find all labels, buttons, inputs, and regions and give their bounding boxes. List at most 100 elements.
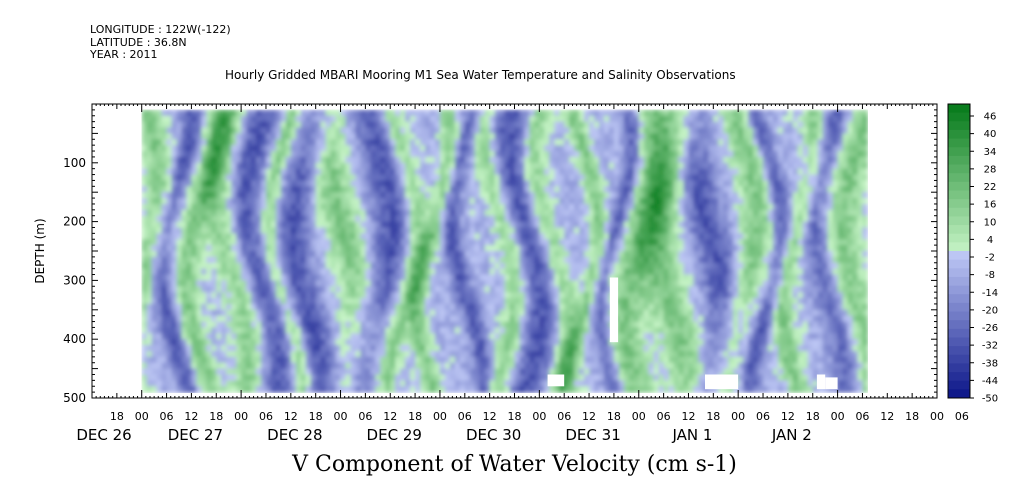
heatmap-cell (589, 286, 595, 293)
heatmap-cell (146, 298, 153, 305)
heatmap-cell (146, 239, 153, 246)
heatmap-cell (494, 145, 501, 152)
heatmap-cell (589, 239, 595, 246)
heatmap-cell (484, 351, 491, 358)
heatmap-cell (350, 180, 357, 187)
heatmap-cell (280, 127, 287, 134)
heatmap-cell (574, 386, 580, 393)
heatmap-cell (559, 192, 565, 199)
heatmap-cell (554, 192, 560, 199)
heatmap-cell (295, 321, 302, 329)
heatmap-cell (489, 345, 496, 352)
heatmap-cell (628, 292, 635, 299)
heatmap-cell (435, 127, 441, 134)
heatmap-cell (589, 362, 595, 370)
heatmap-cell (171, 262, 178, 270)
heatmap-cell (310, 245, 317, 252)
heatmap-cell (444, 362, 451, 370)
heatmap-cell (370, 133, 376, 140)
heatmap-cell (415, 209, 421, 217)
heatmap-cell (509, 351, 516, 358)
heatmap-cell (385, 345, 391, 352)
heatmap-cell (618, 321, 625, 329)
heatmap-cell (206, 192, 212, 199)
heatmap-cell (430, 145, 436, 152)
heatmap-cell (564, 133, 570, 140)
heatmap-cell (161, 186, 168, 193)
heatmap-cell (216, 256, 222, 264)
heatmap-cell (604, 251, 610, 258)
heatmap-cell (400, 121, 406, 129)
heatmap-cell (231, 133, 237, 140)
heatmap-cell (345, 186, 352, 193)
heatmap-cell (633, 156, 640, 164)
heatmap-cell (365, 133, 371, 140)
heatmap-cell (584, 245, 590, 252)
heatmap-cell (340, 239, 347, 246)
heatmap-cell (554, 368, 560, 376)
heatmap-cell (251, 274, 257, 281)
heatmap-cell (454, 386, 461, 393)
heatmap-cell (146, 227, 153, 234)
heatmap-cell (236, 162, 242, 170)
heatmap-cell (604, 156, 610, 164)
heatmap-cell (206, 339, 212, 346)
heatmap-cell (166, 368, 173, 376)
heatmap-cell (295, 362, 302, 370)
heatmap-cell (484, 274, 491, 281)
heatmap-cell (594, 156, 600, 164)
heatmap-cell (420, 204, 426, 211)
heatmap-cell (290, 362, 297, 370)
heatmap-cell (439, 239, 446, 246)
heatmap-cell (355, 286, 361, 293)
heatmap-cell (449, 362, 456, 370)
heatmap-cell (435, 309, 441, 317)
heatmap-cell (350, 156, 357, 164)
heatmap-cell (435, 286, 441, 293)
heatmap-cell (400, 280, 406, 287)
heatmap-cell (514, 109, 521, 117)
heatmap-cell (171, 139, 178, 146)
heatmap-cell (405, 274, 411, 281)
heatmap-cell (454, 127, 461, 134)
heatmap-cell (241, 168, 247, 176)
heatmap-cell (380, 268, 386, 276)
heatmap-cell (166, 245, 173, 252)
heatmap-cell (261, 133, 267, 140)
heatmap-cell (534, 345, 540, 352)
heatmap-cell (280, 198, 287, 205)
heatmap-cell (524, 327, 530, 334)
heatmap-cell (618, 374, 625, 381)
heatmap-cell (623, 356, 630, 364)
heatmap-cell (534, 362, 540, 370)
heatmap-cell (256, 180, 262, 187)
heatmap-cell (618, 162, 625, 170)
heatmap-cell (325, 374, 332, 381)
heatmap-cell (385, 315, 391, 323)
heatmap-cell (648, 215, 655, 223)
heatmap-cell (350, 192, 357, 199)
heatmap-cell (425, 256, 431, 264)
heatmap-cell (375, 139, 381, 146)
heatmap-cell (653, 145, 660, 152)
heatmap-cell (599, 280, 605, 287)
heatmap-cell (146, 109, 153, 117)
heatmap-cell (350, 174, 357, 182)
heatmap-cell (285, 268, 292, 276)
heatmap-cell (454, 209, 461, 217)
heatmap-cell (320, 245, 327, 252)
heatmap-cell (370, 274, 376, 281)
heatmap-cell (544, 262, 550, 270)
heatmap-cell (241, 315, 247, 323)
heatmap-cell (141, 274, 148, 281)
heatmap-cell (430, 356, 436, 364)
heatmap-cell (484, 280, 491, 287)
heatmap-cell (435, 262, 441, 270)
heatmap-cell (524, 215, 530, 223)
heatmap-cell (539, 256, 545, 264)
heatmap-cell (479, 251, 486, 258)
heatmap-cell (618, 192, 625, 199)
heatmap-cell (256, 127, 262, 134)
heatmap-cell (280, 327, 287, 334)
heatmap-cell (360, 121, 366, 129)
